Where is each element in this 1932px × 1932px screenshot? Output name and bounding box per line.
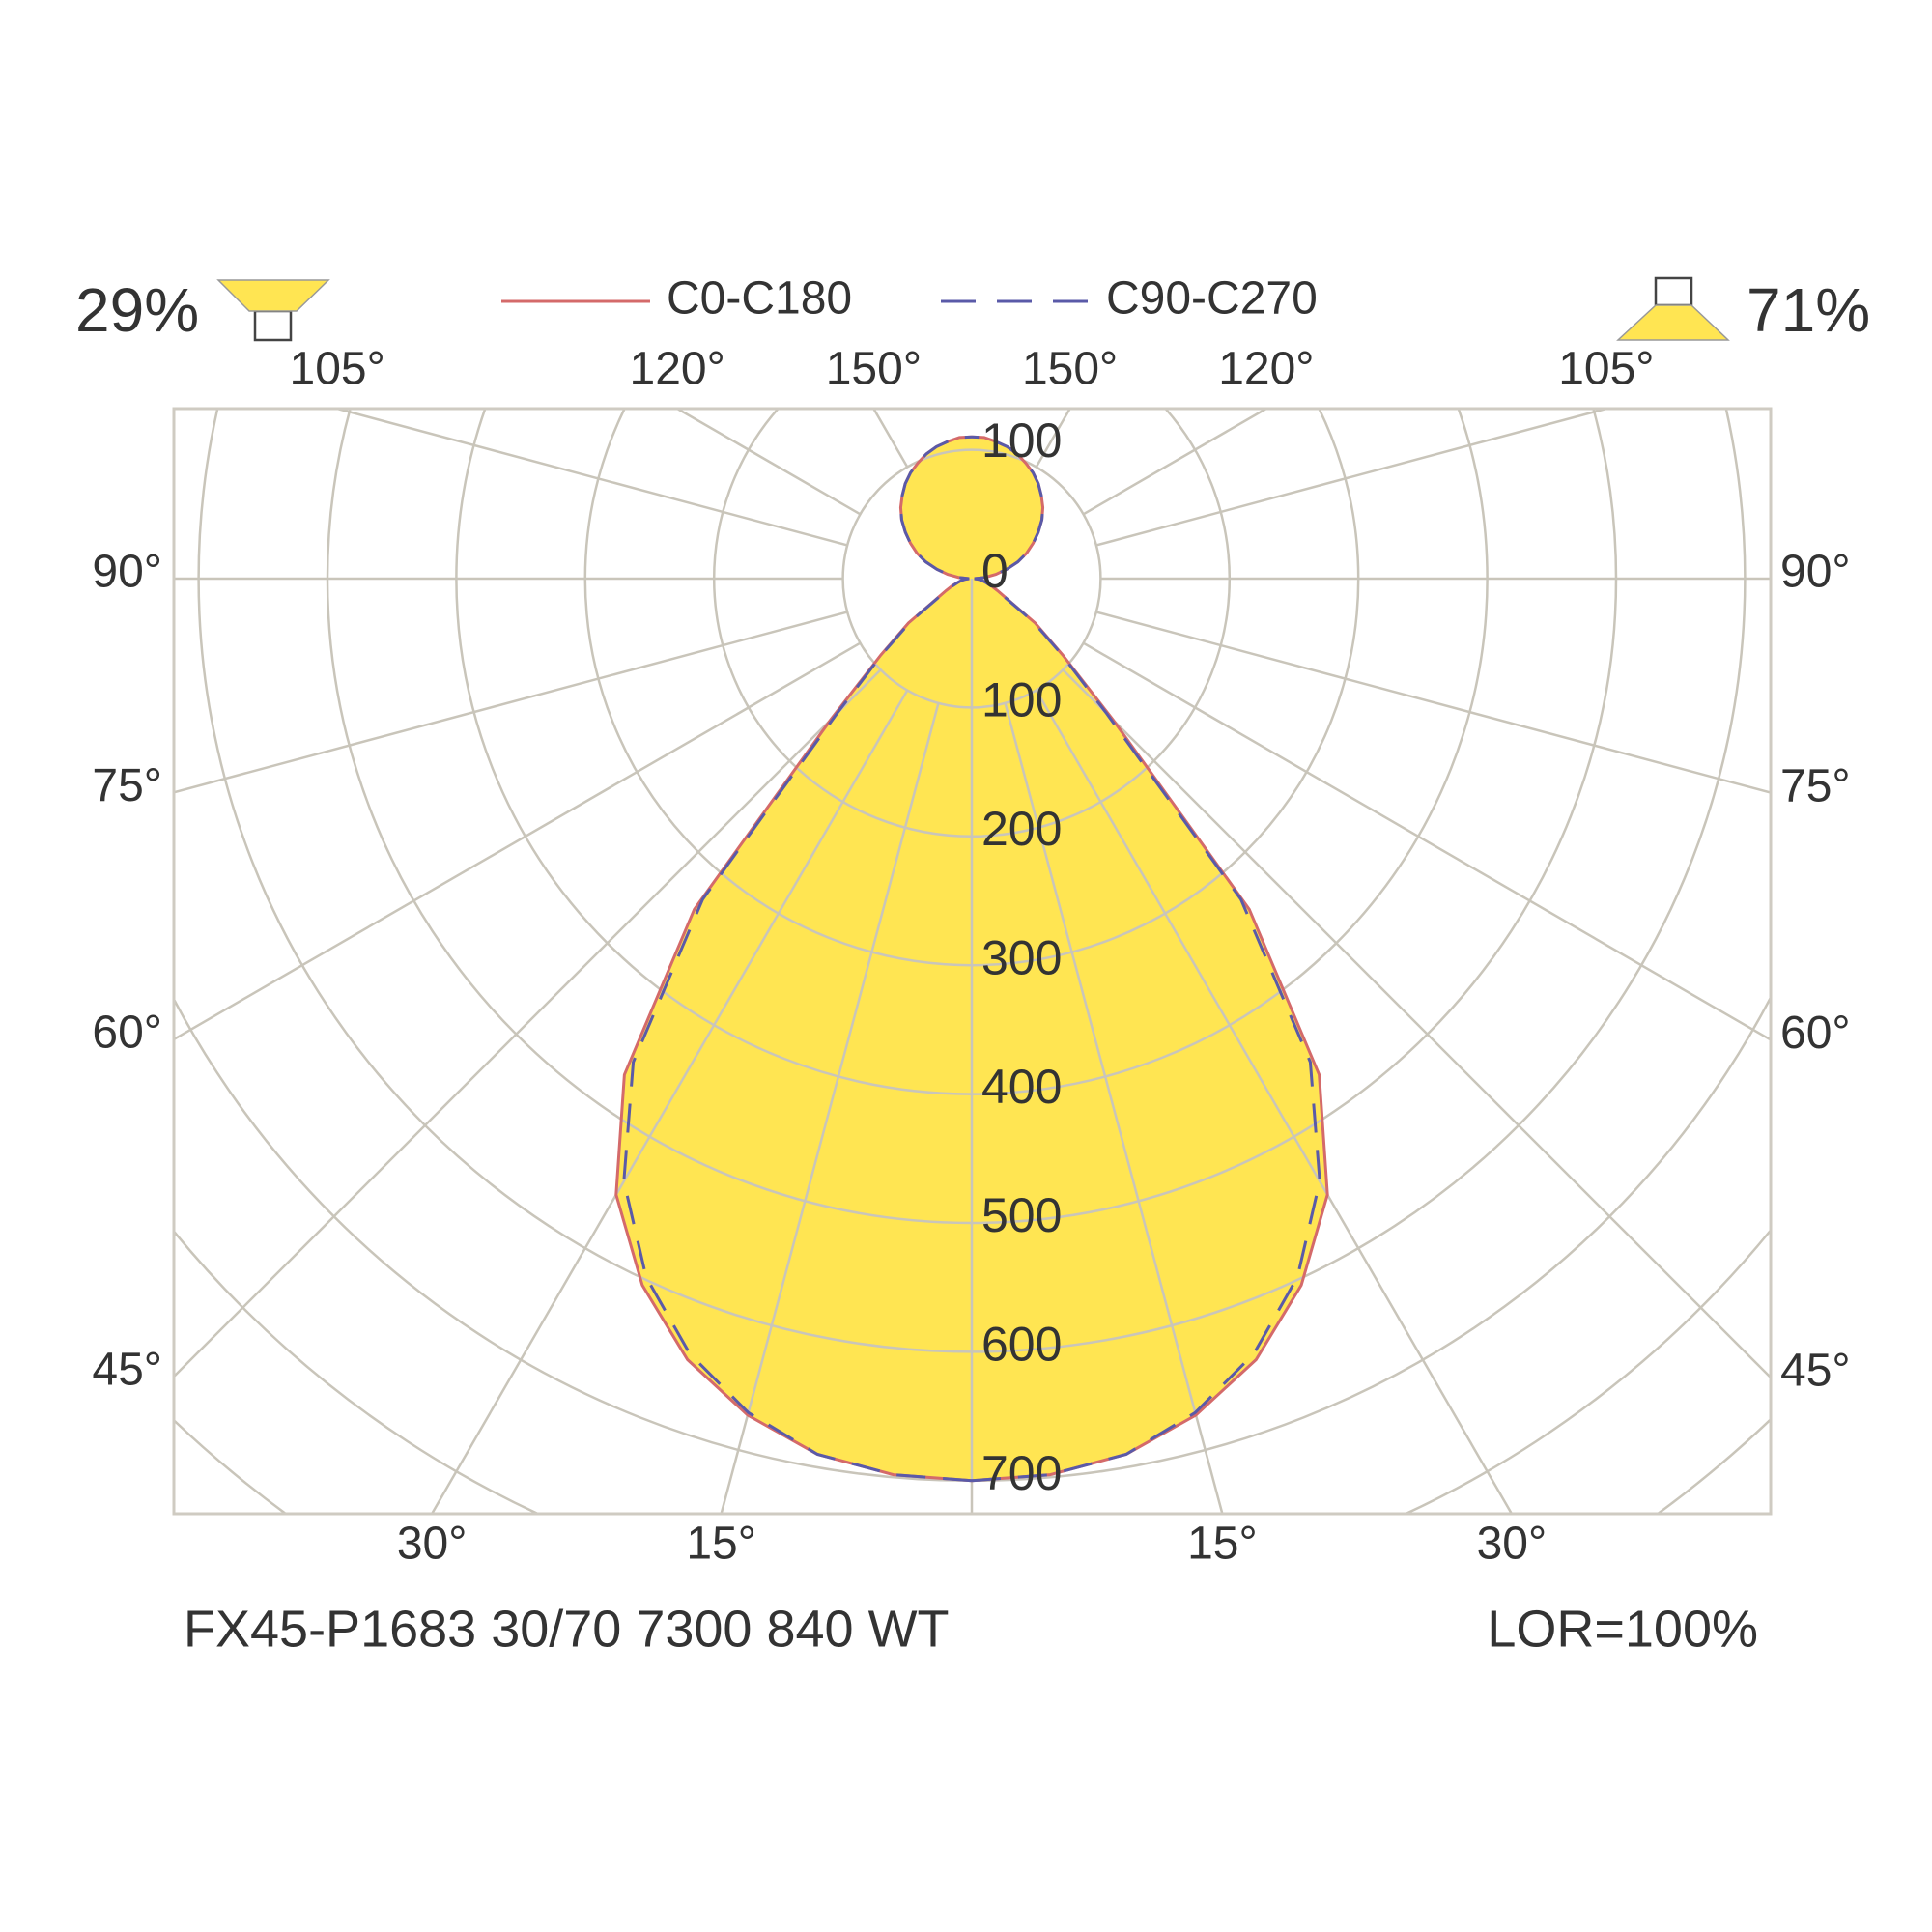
- upward-percent: 71%: [1747, 275, 1870, 345]
- grid-line: [1082, 641, 1771, 1041]
- grid-line: [336, 409, 848, 547]
- angle-tick-label: 90°: [92, 547, 162, 598]
- angle-tick-label: 105°: [1558, 344, 1654, 395]
- angle-tick-label: 45°: [92, 1345, 162, 1396]
- fill-area: [972, 437, 1328, 1481]
- legend-label: C0-C180: [667, 273, 852, 325]
- grid-line: [1004, 702, 1224, 1514]
- grid-line: [431, 689, 909, 1514]
- fill-layer: [615, 437, 1328, 1481]
- angle-tick-label: 120°: [1218, 344, 1314, 395]
- angle-tick-label: 60°: [1780, 1008, 1851, 1059]
- grid-line: [174, 641, 862, 1040]
- lor: LOR=100%: [1487, 1600, 1758, 1658]
- grid-line: [1082, 409, 1267, 516]
- legend-label: C90-C270: [1106, 273, 1318, 325]
- grid-line: [1062, 668, 1771, 1378]
- downward-icon: [216, 279, 330, 312]
- icon-box: [1654, 276, 1693, 307]
- r-tick-label: 400: [981, 1060, 1062, 1114]
- upward-icon: [1616, 304, 1730, 341]
- product-code: FX45-P1683 30/70 7300 840 WT: [184, 1600, 950, 1658]
- angle-tick-label: 30°: [397, 1519, 468, 1570]
- angle-tick-label: 105°: [290, 344, 385, 395]
- r-tick-label: 300: [981, 930, 1062, 984]
- frame: [172, 407, 1773, 1516]
- r-tick-label: 0: [981, 544, 1009, 598]
- r-tick-label: 700: [981, 1446, 1062, 1500]
- r-tick-label: 200: [981, 802, 1062, 856]
- r-tick-label: 500: [981, 1188, 1062, 1242]
- angle-tick-label: 150°: [1022, 344, 1118, 395]
- grid-line: [1035, 409, 1071, 469]
- downward-percent: 29%: [75, 275, 199, 345]
- grid-line: [1095, 409, 1607, 547]
- angle-tick-label: 15°: [686, 1519, 756, 1570]
- grid-line: [174, 611, 848, 794]
- fill-area: [615, 437, 972, 1481]
- r-tick-label: 100: [981, 673, 1062, 727]
- angle-tick-label: 45°: [1780, 1346, 1851, 1397]
- grid-line: [676, 409, 862, 516]
- grid-line: [1095, 611, 1771, 794]
- grid-line: [720, 702, 940, 1514]
- grid-line: [872, 409, 909, 469]
- series-line: [971, 435, 1321, 1483]
- r-tick-label: 600: [981, 1318, 1062, 1372]
- angle-tick-label: 30°: [1477, 1519, 1548, 1570]
- angle-tick-label: 75°: [1780, 760, 1851, 811]
- angle-tick-label: 120°: [630, 344, 725, 395]
- angle-tick-label: 60°: [92, 1008, 162, 1059]
- line-layer: [614, 435, 1329, 1483]
- angle-tick-label: 90°: [1780, 547, 1851, 598]
- series-line: [622, 435, 973, 1483]
- icon-box: [253, 309, 293, 342]
- angle-tick-label: 150°: [826, 344, 922, 395]
- grid-line: [174, 668, 882, 1378]
- grid-layer: [174, 409, 1771, 1514]
- grid-line: [1035, 689, 1513, 1514]
- angle-tick-label: 75°: [92, 760, 162, 811]
- angle-tick-label: 15°: [1187, 1519, 1258, 1570]
- r-tick-label: 100: [981, 413, 1062, 468]
- label-layer: 105° 120° 150° 150° 120° 105° 90° 75° 60° 45° 90° 7…: [92, 344, 1850, 1570]
